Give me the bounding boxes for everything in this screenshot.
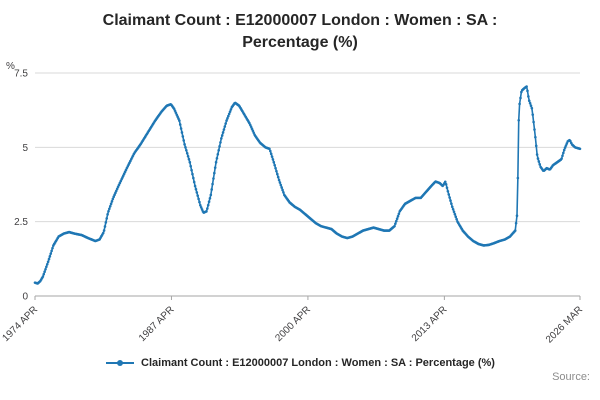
svg-text:2026 MAR: 2026 MAR (544, 305, 585, 346)
chart-title: Claimant Count : E12000007 London : Wome… (102, 12, 498, 51)
svg-text:7.5: 7.5 (14, 69, 28, 80)
legend: Claimant Count : E12000007 London : Wome… (0, 357, 600, 369)
axes (34, 296, 581, 301)
svg-text:2000 APR: 2000 APR (273, 305, 313, 345)
svg-text:2.5: 2.5 (14, 217, 28, 228)
legend-line-marker-icon (106, 360, 135, 367)
series-line (33, 85, 582, 285)
legend-label: Claimant Count : E12000007 London : Wome… (141, 357, 495, 370)
gridlines (35, 72, 580, 297)
source-label: Source: (552, 371, 590, 384)
svg-text:2013 APR: 2013 APR (410, 305, 450, 345)
chart-canvas: % 0 2.5 5 7.5 1974 APR 1987 APR 2000 APR 2013 … (0, 61, 585, 346)
svg-text:5: 5 (22, 143, 28, 154)
svg-text:0: 0 (22, 292, 28, 303)
y-axis-tick-labels: 0 2.5 5 7.5 (14, 69, 28, 303)
svg-text:1987 APR: 1987 APR (137, 305, 177, 345)
x-axis-tick-labels: 1974 APR 1987 APR 2000 APR 2013 APR 2026 MAR (0, 305, 585, 346)
y-axis-unit-label: % (6, 61, 15, 72)
svg-text:1974 APR: 1974 APR (0, 305, 40, 345)
